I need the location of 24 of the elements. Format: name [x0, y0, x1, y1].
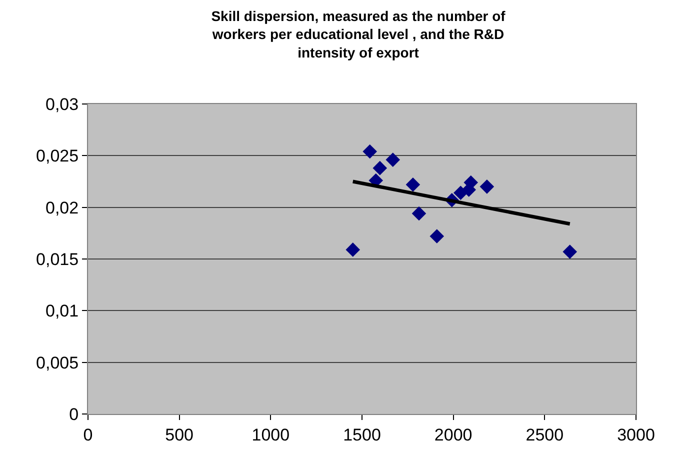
y-tick-label: 0,01 — [46, 302, 79, 321]
x-tick-label: 1000 — [252, 425, 290, 444]
x-tick-label: 500 — [165, 425, 194, 444]
x-tick-label: 1500 — [343, 425, 381, 444]
y-tick-label: 0,005 — [36, 353, 79, 372]
y-tick-label: 0,03 — [46, 94, 79, 114]
point — [386, 152, 400, 167]
point — [362, 144, 377, 159]
x-tick-label: 0 — [83, 425, 93, 444]
x-tick-label: 3000 — [617, 425, 655, 444]
chart-title: Skill dispersion, measured as the number of workers per educational level , and the R&D intensity of export — [211, 8, 506, 60]
y-tick-label: 0,02 — [46, 198, 79, 218]
y-tick-label: 0,015 — [36, 250, 79, 269]
point — [480, 180, 494, 194]
point — [372, 160, 388, 176]
point — [346, 242, 360, 257]
y-tick-label: 0,025 — [36, 146, 79, 166]
point — [430, 229, 444, 244]
point — [562, 244, 578, 259]
x-tick-label: 2500 — [526, 425, 564, 444]
x-tick-label: 2000 — [434, 425, 472, 444]
point — [406, 177, 420, 192]
point — [412, 206, 426, 221]
y-tick-label: 0 — [69, 404, 79, 424]
